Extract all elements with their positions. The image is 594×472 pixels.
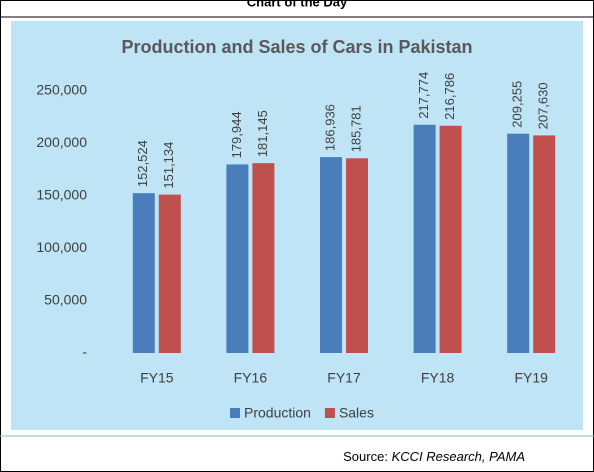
legend-swatch bbox=[230, 408, 240, 418]
value-label: 179,944 bbox=[229, 111, 244, 158]
y-tick-label: 150,000 bbox=[36, 187, 87, 203]
source-label: Source: bbox=[343, 449, 388, 464]
value-label: 207,630 bbox=[536, 82, 551, 129]
value-label: 217,774 bbox=[416, 72, 431, 119]
bar bbox=[439, 125, 462, 353]
value-label: 185,781 bbox=[348, 105, 363, 152]
value-label: 151,134 bbox=[161, 142, 176, 189]
y-tick-label: 250,000 bbox=[36, 82, 87, 98]
chart-background bbox=[11, 21, 583, 430]
bar bbox=[158, 194, 181, 353]
bar bbox=[346, 158, 368, 353]
header-title: Chart of the Day bbox=[247, 0, 348, 9]
x-tick-label: FY19 bbox=[514, 370, 548, 386]
x-tick-label: FY16 bbox=[234, 370, 268, 386]
y-tick-label: 50,000 bbox=[44, 291, 87, 307]
x-tick-label: FY18 bbox=[421, 370, 455, 386]
bar bbox=[533, 135, 556, 353]
bar bbox=[226, 164, 249, 353]
legend-label: Production bbox=[244, 405, 311, 421]
value-label: 209,255 bbox=[510, 81, 525, 128]
y-tick-label: 100,000 bbox=[36, 239, 87, 255]
value-label: 186,936 bbox=[322, 104, 337, 151]
bar bbox=[507, 133, 530, 353]
value-label: 216,786 bbox=[442, 73, 457, 120]
x-tick-label: FY17 bbox=[327, 370, 361, 386]
bar bbox=[413, 124, 436, 353]
y-tick-label: - bbox=[82, 344, 87, 360]
source-name: KCCI Research, PAMA bbox=[392, 449, 525, 464]
source: Source: KCCI Research, PAMA bbox=[343, 449, 525, 464]
y-tick-label: 200,000 bbox=[36, 134, 87, 150]
x-tick-label: FY15 bbox=[140, 370, 174, 386]
bar bbox=[320, 157, 342, 353]
legend-swatch bbox=[324, 408, 335, 418]
chart-title: Production and Sales of Cars in Pakistan bbox=[121, 37, 472, 57]
value-label: 181,145 bbox=[255, 110, 270, 157]
bar bbox=[132, 193, 155, 353]
legend-label: Sales bbox=[339, 405, 374, 421]
bar bbox=[252, 163, 275, 353]
value-label: 152,524 bbox=[135, 140, 150, 187]
